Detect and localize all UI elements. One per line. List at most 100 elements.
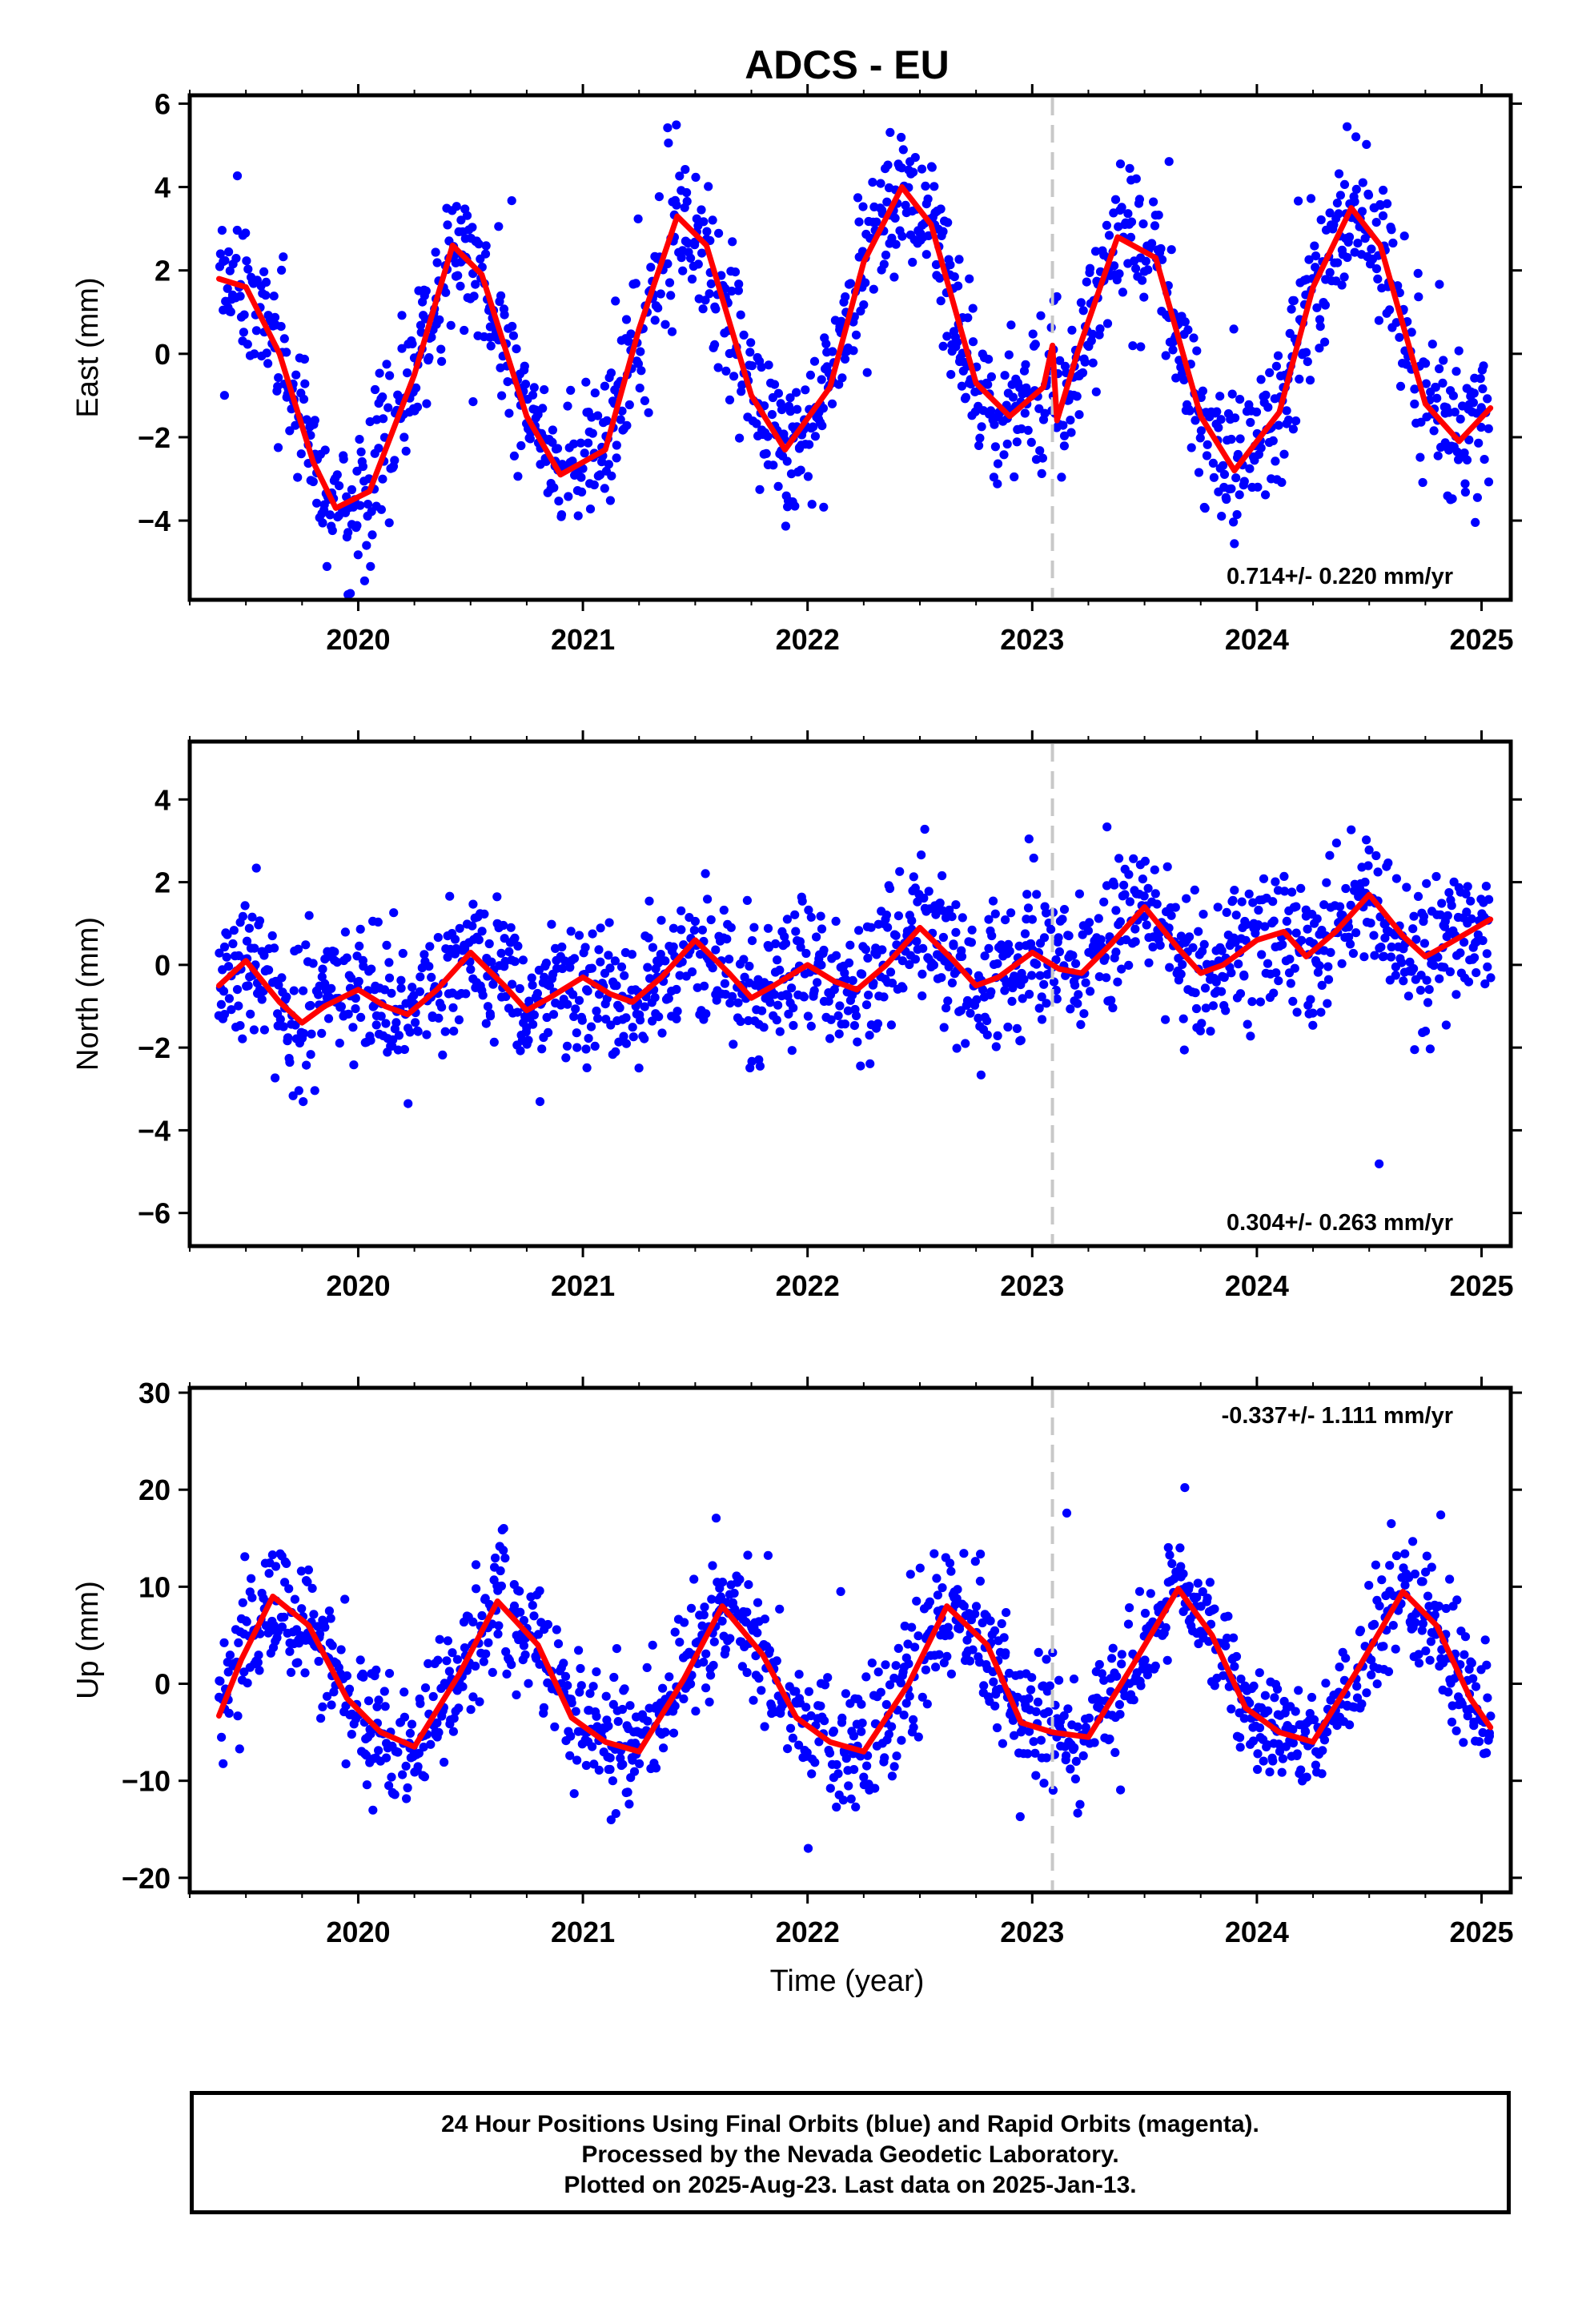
east-data-point [1320,300,1330,310]
up-data-point [1445,1574,1455,1584]
east-data-point [883,160,893,170]
east-data-point [927,163,937,172]
east-data-point [1311,251,1321,261]
north-data-point [1111,947,1121,957]
north-data-point [302,1060,311,1070]
east-data-point [1180,317,1190,327]
north-data-point [279,1022,288,1031]
up-data-point [606,1815,616,1824]
up-data-point [500,1554,510,1563]
north-data-point [787,1046,797,1055]
up-data-point [1486,1711,1496,1721]
north-data-point [749,923,759,932]
up-data-point [1305,1709,1315,1719]
up-data-point [665,1672,674,1682]
up-data-point [496,1581,507,1591]
east-data-point [235,292,245,301]
north-data-point [234,1001,243,1011]
north-data-point [1227,968,1236,978]
north-data-point [512,1007,522,1017]
east-data-point [1253,482,1263,492]
north-data-point [719,905,729,915]
east-data-point [837,373,847,383]
up-data-point [1273,1684,1283,1694]
east-data-point [573,511,583,521]
up-data-point [1427,1562,1436,1572]
east-data-point [1315,315,1325,324]
up-data-point [1371,1560,1380,1570]
up-data-point [945,1558,955,1568]
east-data-point [654,192,665,202]
east-data-point [792,388,801,397]
north-data-point [1326,947,1335,957]
north-data-point [235,1021,245,1031]
north-data-point [1239,971,1249,981]
up-data-point [282,1558,291,1568]
east-data-point [942,332,952,341]
north-data-point [1024,834,1034,844]
up-data-point [1099,1675,1109,1685]
north-data-point [566,927,576,936]
east-data-point [1371,218,1381,227]
east-data-point [424,353,434,363]
east-data-point [682,196,692,207]
east-data-point [692,214,701,223]
north-data-point [895,866,905,876]
north-data-point [1138,875,1147,884]
north-data-point [984,943,994,953]
up-data-point [215,1676,225,1686]
up-data-point [893,1643,903,1653]
east-data-point [699,217,709,227]
east-data-point [1233,449,1243,460]
up-data-point [393,1747,403,1757]
north-data-point [1029,853,1038,863]
east-data-point [631,279,640,288]
north-data-point [912,937,921,947]
north-data-point [1241,935,1251,945]
up-data-point [1043,1707,1054,1717]
north-data-point [400,1044,409,1055]
up-data-point [1192,1592,1202,1602]
north-y-tick-label: −2 [138,1031,171,1064]
east-data-point [983,380,993,389]
north-data-point [577,1015,587,1025]
up-data-point [1408,1537,1418,1546]
north-data-point [689,926,699,935]
east-data-point [607,471,616,480]
up-data-point [1115,1710,1125,1719]
up-data-point [1410,1569,1419,1579]
north-data-point [993,959,1002,968]
east-data-point [1102,319,1113,328]
east-data-point [735,433,745,443]
north-data-point [947,912,957,922]
up-data-point [870,1783,880,1793]
north-data-point [865,1031,874,1040]
up-data-point [857,1719,867,1728]
north-data-point [382,940,391,950]
up-data-point [810,1758,820,1767]
up-data-point [680,1618,689,1627]
north-data-point [1408,924,1418,934]
east-data-point [1143,265,1153,275]
up-data-point [502,1669,512,1679]
north-data-point [1420,1027,1431,1036]
up-data-point [820,1680,830,1690]
up-data-point [509,1601,520,1610]
east-data-point [291,370,301,380]
north-data-point [677,906,686,915]
east-data-point [1468,398,1478,408]
east-data-point [704,182,713,191]
up-data-point [235,1744,244,1754]
east-data-point [366,561,375,571]
north-data-point [706,915,716,925]
up-x-tick-label: 2021 [551,1916,615,1948]
up-data-point [1375,1601,1384,1610]
up-data-point [998,1739,1007,1748]
up-data-point [711,1514,721,1523]
east-data-point [548,437,557,448]
up-data-point [1387,1519,1396,1529]
north-data-point [1221,1006,1231,1015]
up-data-point [624,1799,634,1809]
east-data-point [452,202,461,211]
up-data-point [516,1607,525,1617]
